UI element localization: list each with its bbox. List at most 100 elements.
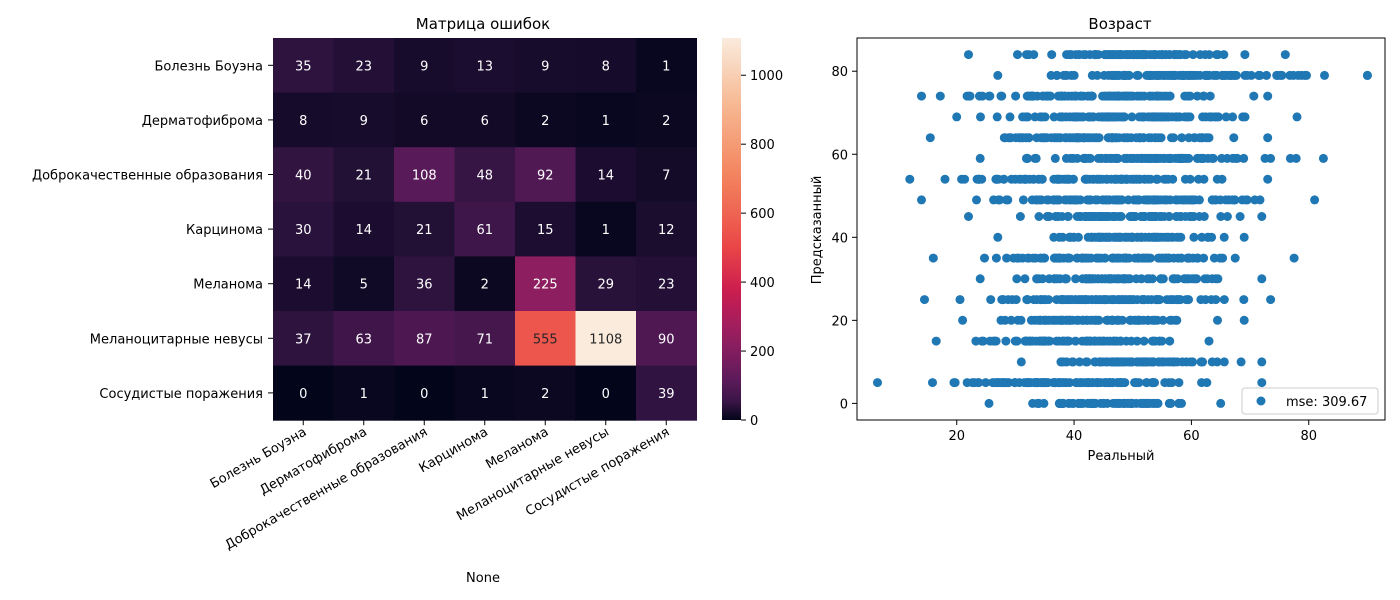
heatmap-cell-value: 1 — [602, 223, 610, 238]
heatmap-cell-value: 36 — [416, 278, 433, 293]
x-tick-label: 60 — [1183, 429, 1200, 444]
scatter-ylabel: Предсказанный — [810, 176, 825, 285]
scatter-point — [1171, 70, 1180, 80]
scatter-point — [1069, 232, 1079, 242]
scatter-point — [1011, 91, 1021, 101]
scatter-point — [1011, 295, 1021, 305]
heatmap-cell — [636, 92, 697, 148]
scatter-point — [1045, 315, 1055, 325]
heatmap-cell — [454, 92, 516, 148]
scatter-point — [1138, 133, 1148, 143]
heatmap-cell-value: 92 — [537, 169, 554, 184]
heatmap-cell-value: 1 — [360, 387, 368, 402]
scatter-point — [993, 70, 1003, 80]
scatter-point — [1068, 357, 1078, 367]
scatter-point — [1293, 70, 1303, 80]
heatmap-cell — [273, 201, 334, 257]
scatter-point — [920, 295, 929, 305]
heatmap-cell-value: 9 — [541, 59, 549, 74]
heatmap-cell — [333, 256, 395, 312]
scatter-point — [976, 112, 985, 122]
scatter-point — [1207, 357, 1217, 367]
colorbar — [722, 38, 741, 420]
scatter-point — [1099, 295, 1109, 305]
scatter-point — [1090, 50, 1099, 60]
scatter-point — [960, 174, 970, 184]
scatter-point — [1219, 50, 1229, 60]
scatter-point — [974, 174, 984, 184]
scatter-point — [1103, 357, 1113, 367]
scatter-point — [1142, 70, 1152, 80]
heatmap-cell — [575, 147, 637, 203]
scatter-point — [928, 253, 938, 263]
heatmap-cell — [636, 311, 697, 367]
scatter-point — [1120, 153, 1130, 163]
heatmap-cell — [454, 201, 516, 257]
scatter-point — [1239, 295, 1249, 305]
scatter-point — [1133, 70, 1143, 80]
heatmap-cell-value: 14 — [355, 223, 372, 238]
scatter-point — [1011, 133, 1021, 143]
scatter-point — [1208, 195, 1217, 205]
scatter-point — [1126, 398, 1136, 408]
y-tick-label: 80 — [831, 65, 848, 80]
scatter-point — [1166, 398, 1176, 408]
scatter-point — [1113, 315, 1123, 325]
legend-marker — [1256, 396, 1266, 406]
scatter-point — [1084, 153, 1094, 163]
scatter-point — [1156, 133, 1166, 143]
scatter-point — [1215, 195, 1225, 205]
scatter-point — [1226, 70, 1236, 80]
scatter-point — [1132, 174, 1142, 184]
scatter-point — [1196, 153, 1206, 163]
scatter-point — [994, 174, 1003, 184]
heatmap-cell-value: 6 — [481, 114, 489, 129]
scatter-point — [1123, 195, 1133, 205]
scatter-point — [1129, 153, 1139, 163]
scatter-point — [1277, 70, 1287, 80]
scatter-point — [1057, 315, 1067, 325]
scatter-point — [1196, 295, 1206, 305]
scatter-point — [1002, 253, 1012, 263]
scatter-point — [1090, 195, 1100, 205]
scatter-point — [1023, 153, 1032, 163]
scatter-point — [1117, 195, 1127, 205]
scatter-point — [1105, 336, 1115, 346]
scatter-point — [1063, 212, 1073, 221]
scatter-point — [1116, 212, 1126, 221]
heatmap-cell — [273, 256, 334, 312]
scatter-point — [1216, 398, 1226, 408]
scatter-point — [1160, 378, 1170, 388]
colorbar-tick-label: 400 — [750, 276, 775, 291]
scatter-point — [1158, 50, 1168, 60]
scatter-point — [1192, 274, 1202, 284]
heatmap-cell-value: 0 — [420, 387, 428, 402]
scatter-point — [1204, 336, 1214, 346]
scatter-point — [1063, 174, 1073, 184]
scatter-point — [1084, 91, 1094, 101]
column-label: Болезнь Боуэна — [208, 425, 310, 492]
scatter-point — [996, 315, 1006, 325]
scatter-point — [1020, 336, 1030, 346]
scatter-point — [1202, 274, 1212, 284]
scatter-point — [1170, 153, 1180, 163]
scatter-point — [1148, 212, 1158, 221]
scatter-point — [1097, 153, 1106, 163]
x-tick-label: 40 — [1066, 429, 1083, 444]
scatter-point — [1362, 70, 1372, 80]
scatter-point — [1167, 133, 1176, 143]
scatter-point — [1240, 112, 1250, 122]
scatter-point — [1236, 357, 1246, 367]
scatter-point — [1146, 153, 1156, 163]
scatter-point — [975, 91, 984, 101]
scatter-point — [1066, 50, 1076, 60]
colorbar-tick-label: 0 — [750, 414, 758, 429]
scatter-point — [1012, 274, 1022, 284]
scatter-y-ticks: 0 20 40 60 80 — [831, 65, 857, 412]
scatter-point — [1199, 253, 1209, 263]
scatter-point — [1212, 174, 1222, 184]
heatmap-cell — [636, 38, 697, 94]
scatter-point — [1171, 315, 1181, 325]
scatter-point — [1032, 398, 1042, 408]
scatter-point — [1280, 50, 1290, 60]
